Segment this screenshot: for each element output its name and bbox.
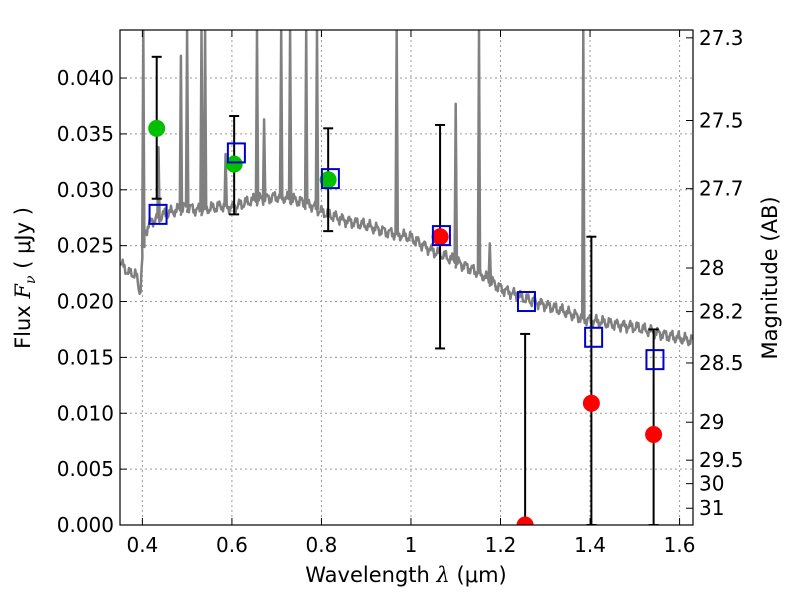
red-point-0 <box>431 228 449 246</box>
red-point-1 <box>516 516 534 525</box>
y2-tick-label: 27.7 <box>699 177 744 201</box>
blue-square-1 <box>226 142 246 164</box>
y2-tick-label: 27.3 <box>699 26 744 50</box>
data-points-layer <box>148 55 665 525</box>
x-tick-label: 1 <box>405 533 418 557</box>
y2-tick-label: 30 <box>699 472 724 496</box>
x-tick-label: 0.4 <box>126 533 158 557</box>
x-tick-label: 0.6 <box>216 533 248 557</box>
x-tick-label: 1.4 <box>574 533 606 557</box>
y-tick-label: 0.015 <box>57 345 114 369</box>
blue-square-4 <box>516 291 536 313</box>
y2-tick-label: 29 <box>699 410 724 434</box>
y-tick-label: 0.035 <box>57 122 114 146</box>
y2-tick-label: 28.5 <box>699 351 744 375</box>
y-axis-title: Flux Fν ( μJy ) <box>11 207 39 349</box>
blue-square-5 <box>584 326 604 348</box>
y2-tick-label: 28.2 <box>699 300 744 324</box>
red-point-2 <box>582 394 600 412</box>
model-spectrum-layer <box>120 30 693 347</box>
grid <box>120 30 693 526</box>
y-tick-label: 0.020 <box>57 290 114 314</box>
blue-square-6 <box>645 349 665 371</box>
axis-ticks: 0.4 0.6 0.8 1 1.2 1.4 1.6 0.000 0.005 0.010 0.015 0… <box>57 26 744 557</box>
green-point-1 <box>225 155 243 173</box>
y-tick-label: 0.025 <box>57 234 114 258</box>
y-tick-label: 0.010 <box>57 401 114 425</box>
plot-frame <box>119 29 694 526</box>
y2-tick-label: 29.5 <box>699 448 744 472</box>
y-tick-label: 0.040 <box>57 66 114 90</box>
y2-tick-label: 31 <box>699 496 724 520</box>
blue-square-3 <box>431 225 451 247</box>
y2-axis-title: Magnitude (AB) <box>758 196 782 359</box>
y2-tick-label: 28 <box>699 256 724 280</box>
model-spectrum-line <box>120 30 693 347</box>
x-tick-label: 0.8 <box>306 533 338 557</box>
x-tick-label: 1.6 <box>664 533 696 557</box>
y-tick-label: 0.000 <box>57 513 114 537</box>
red-point-3 <box>645 425 663 443</box>
y-tick-label: 0.030 <box>57 178 114 202</box>
x-tick-label: 1.2 <box>485 533 517 557</box>
y2-tick-label: 27.5 <box>699 109 744 133</box>
y-tick-label: 0.005 <box>57 457 114 481</box>
green-point-0 <box>148 119 166 137</box>
blue-square-2 <box>320 168 340 190</box>
blue-square-0 <box>148 203 168 225</box>
x-axis-title: Wavelength λ (μm) <box>305 563 506 587</box>
